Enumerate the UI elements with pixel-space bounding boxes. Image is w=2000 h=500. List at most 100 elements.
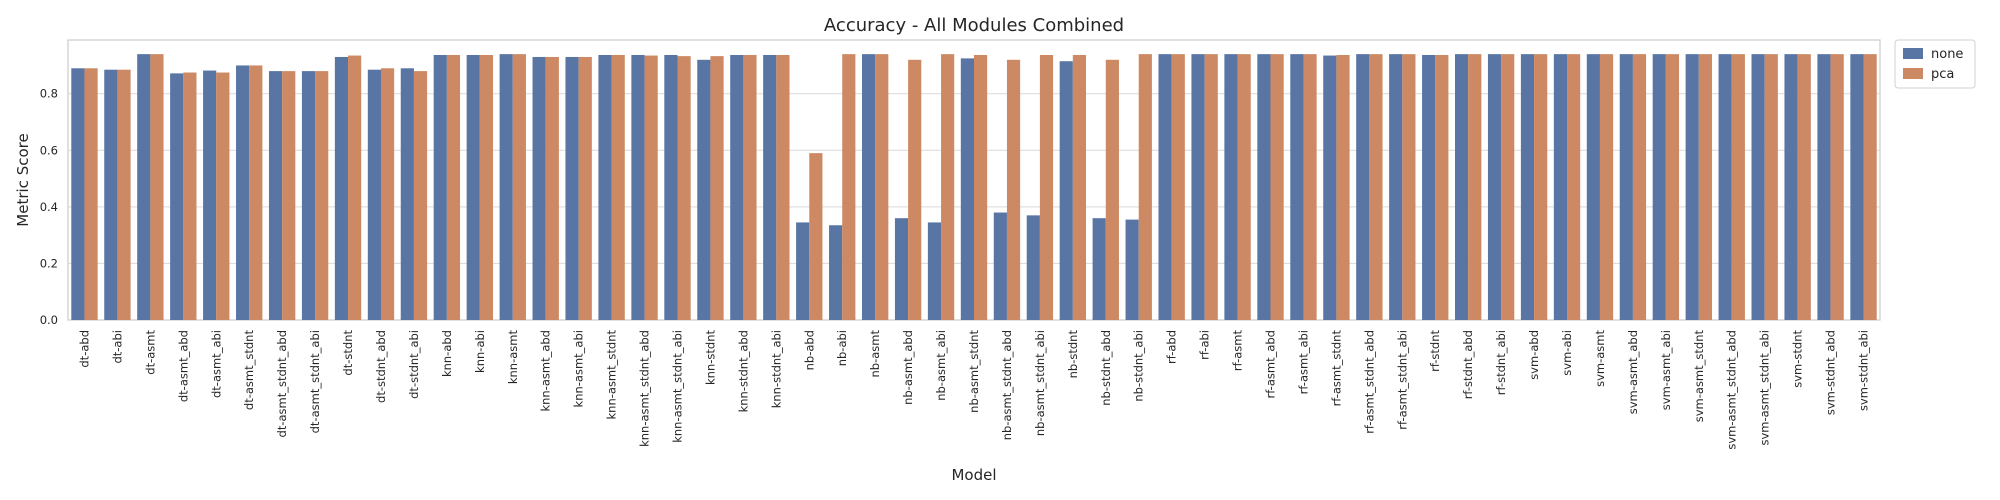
bar-nb-asmt-pca [875,54,889,320]
bar-nb-asmt_abi-none [927,222,942,320]
bar-svm-asmt_stdnt_abd-none [1718,54,1732,320]
bar-dt-stdnt-none [334,56,349,320]
bar-svm-stdnt_abd-none [1817,54,1831,320]
bar-nb-stdnt_abd-none [1092,218,1106,320]
x-tick-label: knn-asmt_abd [539,330,553,412]
x-tick-label: dt-abi [110,330,124,364]
x-tick-label: knn-asmt_stdnt_abd [638,330,652,447]
bar-knn-abi-pca [479,54,493,320]
bar-dt-asmt_stdnt_abd-pca [282,71,296,320]
x-tick-label: dt-asmt_abi [209,330,223,398]
bar-svm-stdnt-none [1784,54,1798,320]
bar-nb-asmt_stdnt_abi-none [1026,215,1040,320]
bar-rf-asmt_abd-pca [1270,54,1284,320]
bar-svm-asmt_stdnt-none [1685,54,1699,320]
bar-dt-stdnt_abd-pca [380,68,395,320]
bar-nb-abd-none [796,222,810,320]
x-tick-label: knn-asmt_stdnt_abi [670,330,684,443]
bar-knn-asmt_stdnt_abi-pca [677,56,691,320]
x-axis-label: Model [951,466,996,484]
bar-rf-stdnt_abd-pca [1468,54,1482,320]
bar-rf-stdnt-none [1422,54,1436,320]
x-tick-label: nb-abd [802,330,816,370]
bar-knn-abd-none [433,54,447,320]
bar-dt-asmt_abd-pca [183,72,197,320]
bar-rf-abd-pca [1171,54,1185,320]
x-tick-label: dt-stdnt [341,330,355,376]
bar-dt-abi-pca [117,69,131,321]
x-tick-label: knn-abi [473,330,487,373]
bar-nb-asmt_abi-pca [941,54,955,320]
bar-rf-asmt_stdnt_abd-pca [1369,54,1383,320]
x-tick-label: svm-stdnt_abd [1824,330,1838,415]
x-tick-label: svm-asmt_abi [1659,330,1673,410]
x-tick-label: nb-asmt_stdnt [967,330,981,413]
x-tick-label: dt-stdnt_abd [374,330,388,403]
x-tick-label: knn-stdnt [703,330,717,385]
x-tick-label: svm-asmt_abd [1626,330,1640,414]
bar-dt-asmt_stdnt_abi-none [301,71,316,320]
x-tick-label: dt-asmt_stdnt_abi [308,330,322,433]
y-tick-label: 0.0 [40,313,58,327]
x-tick-label: knn-stdnt_abi [769,330,783,408]
bar-nb-asmt-none [861,54,876,320]
x-tick-label: svm-asmt [1593,330,1607,387]
bar-knn-asmt_abi-none [565,56,579,320]
x-tick-label: rf-abi [1198,330,1212,360]
bar-knn-stdnt_abd-pca [743,54,757,320]
bar-dt-abd-none [71,68,85,320]
x-tick-label: rf-abd [1165,330,1179,364]
x-tick-label: rf-asmt_stdnt_abi [1395,330,1409,430]
bar-nb-asmt_stdnt-pca [974,54,988,320]
bar-dt-asmt_stdnt_abi-pca [315,71,329,320]
bar-knn-abi-none [466,54,480,320]
x-tick-label: nb-asmt_abi [934,330,948,401]
x-tick-label: dt-asmt_stdnt [242,330,256,411]
x-tick-label: dt-asmt_abd [176,330,190,402]
bar-knn-abd-pca [446,54,461,320]
bar-nb-asmt_stdnt_abd-pca [1006,59,1021,321]
y-axis-ticks: 0.0 0.2 0.4 0.6 0.8 [40,87,58,327]
bar-knn-asmt-none [499,54,513,320]
bar-svm-stdnt_abd-pca [1830,54,1844,320]
x-tick-label: rf-asmt_abd [1264,330,1278,398]
x-tick-label: knn-asmt_stdnt [605,330,619,420]
x-tick-label: knn-asmt_abi [572,330,586,407]
x-tick-label: nb-stdnt_abd [1099,330,1113,406]
bar-nb-asmt_stdnt-none [960,58,974,320]
bar-svm-abi-none [1553,54,1568,320]
bar-rf-asmt_abi-none [1290,54,1304,320]
bar-svm-abd-none [1520,54,1535,320]
bar-nb-asmt_stdnt_abd-none [993,212,1007,320]
x-tick-label: rf-asmt_stdnt [1329,330,1343,407]
x-tick-label: knn-asmt [506,330,520,385]
bar-svm-abd-pca [1534,54,1548,320]
x-tick-label: svm-abd [1527,330,1541,380]
bar-nb-stdnt_abi-pca [1138,54,1152,320]
bar-knn-stdnt-none [697,59,711,321]
bar-nb-abi-none [829,225,843,320]
x-tick-label: rf-stdnt_abd [1461,330,1475,399]
x-tick-label: svm-asmt_stdnt_abi [1758,330,1772,446]
bar-svm-asmt_abd-pca [1632,54,1647,320]
x-tick-label: knn-stdnt_abd [736,330,750,412]
y-axis-label: Metric Score [14,133,32,226]
x-tick-label: nb-stdnt_abi [1132,330,1146,402]
bar-dt-stdnt-pca [348,55,362,321]
bar-dt-asmt_abi-pca [216,72,230,320]
x-tick-label: dt-abd [77,330,91,368]
bar-dt-asmt-pca [150,54,164,320]
bar-nb-asmt_stdnt_abi-pca [1039,54,1054,320]
y-tick-label: 0.8 [40,87,58,101]
bar-dt-abi-none [104,69,118,321]
bar-dt-asmt_stdnt-none [236,65,250,320]
x-tick-label: rf-asmt_abi [1296,330,1310,394]
bar-dt-asmt_abi-none [203,70,217,320]
bar-dt-asmt_stdnt_abd-none [268,71,283,320]
bar-dt-stdnt_abi-none [400,68,414,320]
x-tick-label: svm-abi [1560,330,1574,376]
bar-nb-asmt_abd-none [894,218,909,320]
bar-knn-asmt_stdnt-pca [611,54,625,320]
bar-rf-asmt_abd-none [1257,54,1271,320]
bar-knn-stdnt_abd-none [730,54,744,320]
